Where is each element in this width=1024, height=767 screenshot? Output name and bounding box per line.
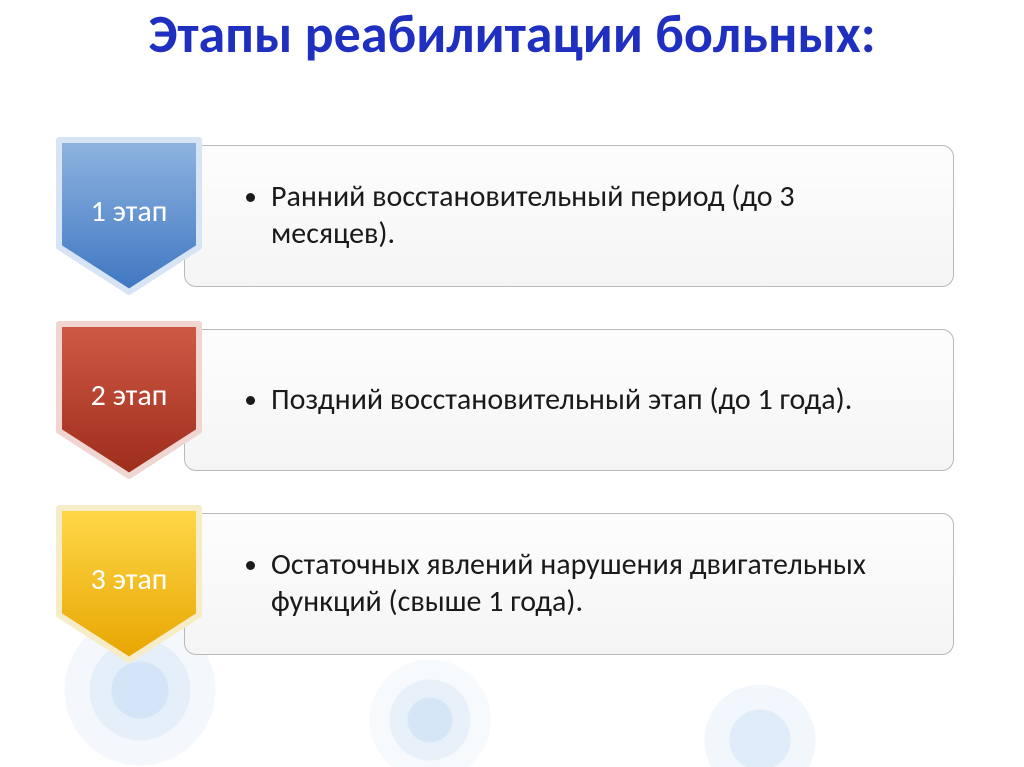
slide: { "title": { "text": "Этапы реабилитации… (0, 0, 1024, 767)
stage-row: Ранний восстановительный период (до 3 ме… (54, 135, 954, 297)
stage-row: Остаточных явлений нарушения двигательны… (54, 503, 954, 665)
stage-label: 1 этап (54, 193, 204, 230)
stage-description-text: Поздний восстановительный этап (до 1 год… (271, 382, 852, 419)
stage-label: 2 этап (54, 377, 204, 414)
stages-list: Ранний восстановительный период (до 3 ме… (54, 135, 954, 687)
stage-row: Поздний восстановительный этап (до 1 год… (54, 319, 954, 481)
stage-description-text: Ранний восстановительный период (до 3 ме… (271, 179, 923, 252)
stage-description-box: Ранний восстановительный период (до 3 ме… (184, 145, 954, 287)
stage-description-text: Остаточных явлений нарушения двигательны… (271, 547, 923, 620)
stage-description-box: Поздний восстановительный этап (до 1 год… (184, 329, 954, 471)
slide-title: Этапы реабилитации больных: (0, 6, 1024, 63)
stage-description-box: Остаточных явлений нарушения двигательны… (184, 513, 954, 655)
stage-label: 3 этап (54, 561, 204, 598)
